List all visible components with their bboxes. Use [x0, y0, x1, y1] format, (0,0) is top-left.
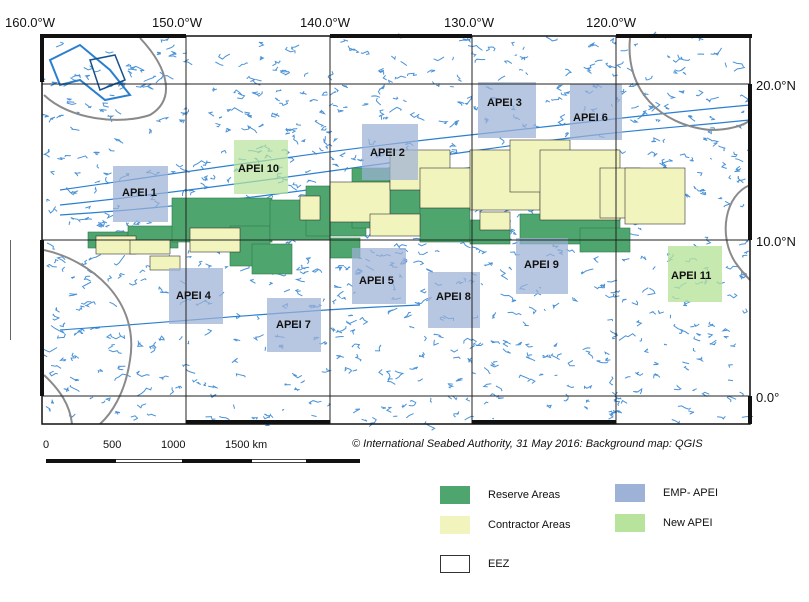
legend-item-eez: EEZ	[440, 555, 509, 573]
apei-9-label: APEI 9	[524, 259, 559, 271]
apei-boxes	[113, 82, 722, 352]
scale-bar	[46, 459, 360, 463]
scale-tick-1000: 1000	[161, 439, 185, 451]
eez-arc-sw	[43, 249, 133, 425]
contractor-area	[624, 167, 686, 225]
apei-2-label: APEI 2	[370, 147, 405, 159]
lon-label-130w: 130.0°W	[444, 15, 495, 30]
scale-tick-1500: 1500 km	[225, 439, 267, 451]
emp-apei-box	[478, 82, 536, 138]
emp-apei-box	[352, 248, 406, 304]
legend-label-contractor: Contractor Areas	[488, 519, 571, 531]
emp-apei-swatch	[615, 484, 645, 502]
legend-item-emp-apei: EMP- APEI	[615, 484, 718, 502]
lat-label-10n: 10.0°N	[756, 234, 796, 249]
emp-apei-box	[267, 298, 321, 352]
apei-11-label: APEI 11	[671, 270, 711, 282]
reserve-area	[251, 243, 293, 275]
reserve-area	[419, 205, 471, 243]
legend-item-reserve: Reserve Areas	[440, 486, 560, 504]
emp-apei-box	[428, 272, 480, 328]
frame-corners	[40, 34, 752, 424]
emp-apei-box	[169, 268, 223, 324]
legend-label-eez: EEZ	[488, 558, 510, 570]
new-apei-box	[668, 246, 722, 302]
apei-8-label: APEI 8	[436, 291, 471, 303]
island-contour	[89, 54, 126, 91]
contractor-area	[479, 211, 511, 231]
emp-apei-box	[113, 166, 168, 222]
map-credit: © International Seabed Authority, 31 May…	[352, 438, 703, 450]
contractor-area	[149, 255, 181, 271]
scale-tick-500: 500	[103, 439, 121, 451]
legend-label-emp-apei: EMP- APEI	[663, 487, 719, 499]
contractor-area	[369, 213, 421, 237]
map-legend: Reserve Areas Contractor Areas EEZ EMP- …	[440, 482, 780, 582]
eez-swatch	[440, 555, 470, 573]
lon-label-150w: 150.0°W	[152, 15, 203, 30]
apei-1-label: APEI 1	[122, 187, 157, 199]
apei-4-label: APEI 4	[176, 290, 212, 302]
apei-10-label: APEI 10	[238, 163, 279, 175]
emp-apei-box	[516, 238, 568, 294]
legend-item-new-apei: New APEI	[615, 514, 713, 532]
lon-label-120w: 120.0°W	[586, 15, 637, 30]
contractor-swatch	[440, 516, 470, 534]
reserve-swatch	[440, 486, 470, 504]
apei-5-label: APEI 5	[359, 275, 394, 287]
margin-line	[10, 240, 11, 340]
eez-arc-corner	[43, 374, 73, 425]
fracture-zone-line	[59, 104, 751, 191]
fracture-zone-line	[59, 304, 421, 331]
legend-label-reserve: Reserve Areas	[488, 489, 561, 501]
contractor-area	[129, 239, 171, 255]
emp-apei-box	[570, 84, 622, 140]
new-apei-swatch	[615, 514, 645, 532]
legend-label-new-apei: New APEI	[663, 517, 713, 529]
fracture-zone-line	[59, 119, 751, 206]
eez-boundaries	[43, 37, 751, 425]
new-apei-box	[234, 140, 288, 194]
lon-label-160w: 160.0°W	[5, 15, 56, 30]
apei-3-label: APEI 3	[487, 97, 522, 109]
lon-label-140w: 140.0°W	[300, 15, 351, 30]
eez-arc-hawaii	[43, 37, 167, 121]
emp-apei-box	[362, 124, 418, 180]
eez-arc-east	[724, 184, 751, 281]
scale-tick-0: 0	[43, 439, 49, 451]
graticule	[42, 36, 750, 424]
eez-arc-north	[628, 37, 751, 132]
lat-label-20n: 20.0°N	[756, 78, 796, 93]
legend-item-contractor: Contractor Areas	[440, 516, 571, 534]
lat-label-0: 0.0°	[756, 390, 779, 405]
apei-7-label: APEI 7	[276, 319, 311, 331]
contractor-area	[299, 195, 321, 221]
apei-6-label: APEI 6	[573, 112, 608, 124]
